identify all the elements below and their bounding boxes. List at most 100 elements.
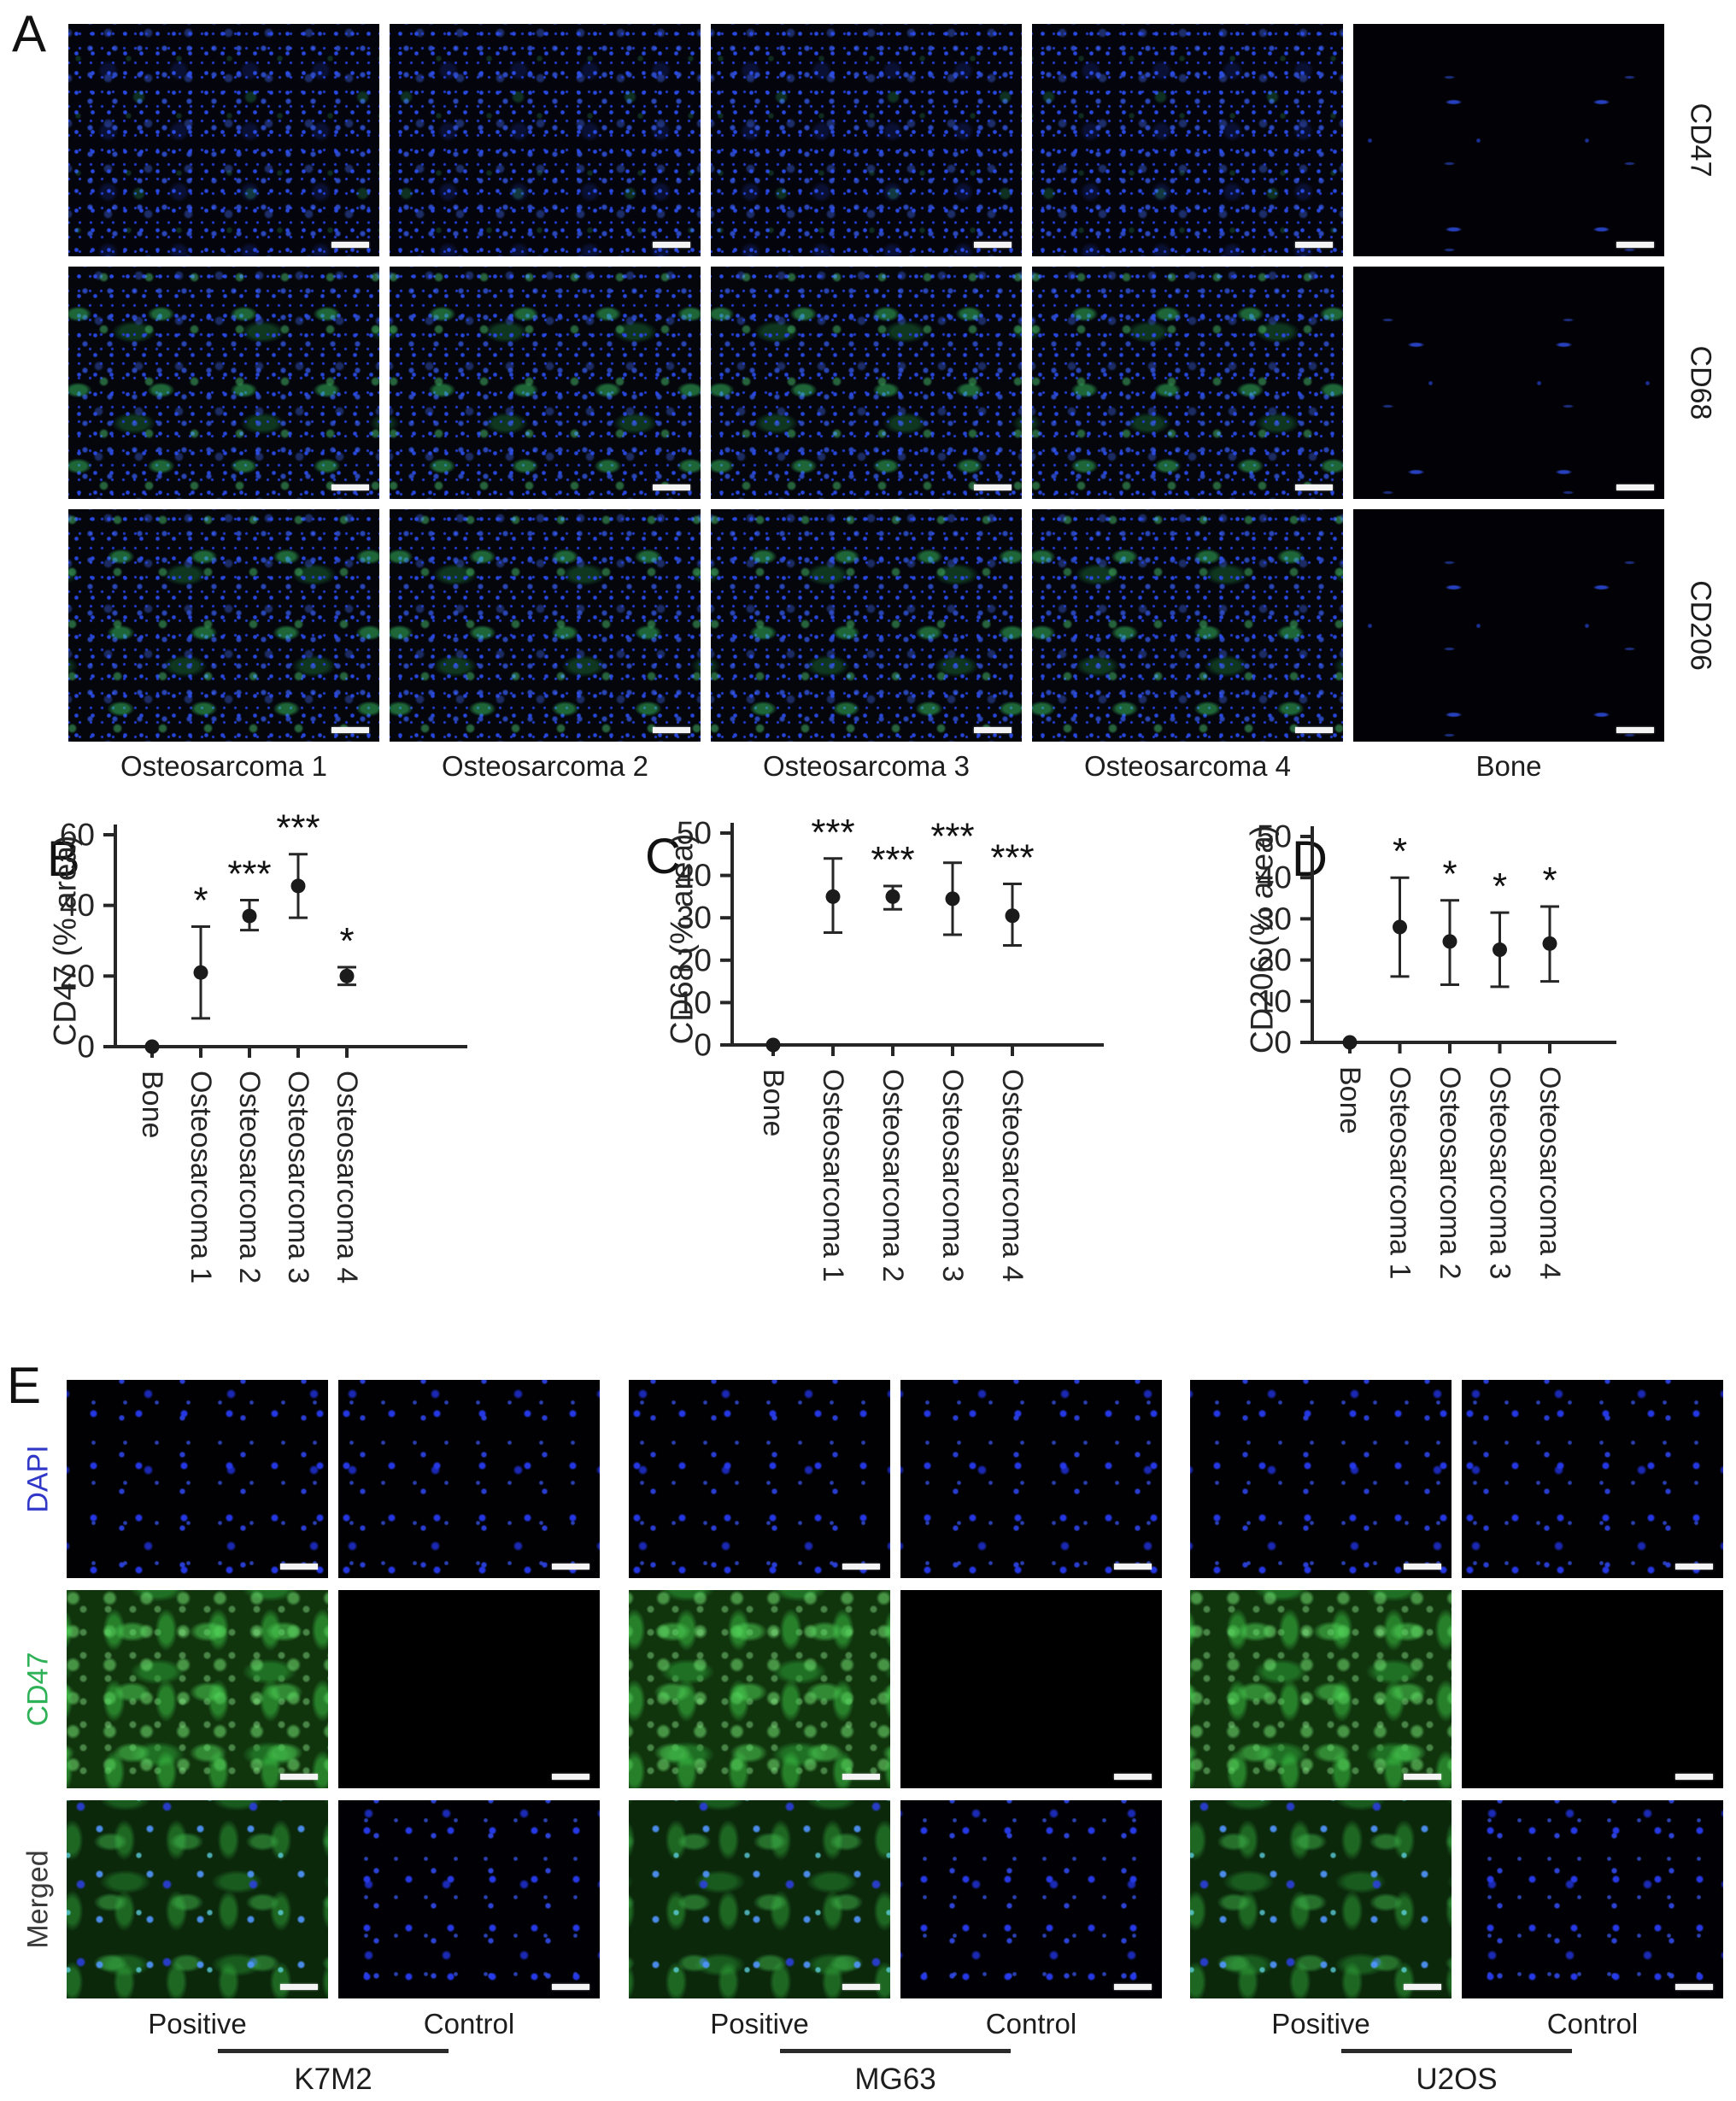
x-category-label: Bone <box>1334 1066 1366 1134</box>
fluorescence-texture <box>390 509 701 742</box>
k7m2-group-line <box>218 2049 449 2053</box>
micrograph-cd47-osteosarcoma-1 <box>68 24 379 256</box>
fluorescence-texture <box>711 509 1022 742</box>
data-point <box>765 1037 781 1053</box>
panel-a-row-label-cd68: CD68 <box>1684 345 1717 420</box>
y-tick-label: 50 <box>677 816 712 851</box>
micrograph-u2os-positive-merged <box>1190 1800 1452 1998</box>
data-point <box>1442 934 1457 949</box>
significance-stars: * <box>1393 830 1407 872</box>
fluorescence-texture <box>68 24 379 256</box>
y-tick-label: 0 <box>1274 1025 1292 1060</box>
panel-e-u2os-positive-label: Positive <box>1271 2008 1370 2039</box>
x-category-label: Osteosarcoma 2 <box>1434 1066 1466 1279</box>
significance-stars: *** <box>990 837 1034 879</box>
micrograph-cd68-osteosarcoma-2 <box>390 267 701 499</box>
significance-stars: * <box>193 879 208 921</box>
y-tick-label: 20 <box>1257 942 1292 977</box>
panel-a-col-label-bone: Bone <box>1475 750 1542 782</box>
fluorescence-texture <box>711 24 1022 256</box>
significance-stars: *** <box>871 839 914 881</box>
fluorescence-texture <box>900 1380 1162 1578</box>
panel-e-letter: E <box>7 1357 42 1414</box>
micrograph-cd206-osteosarcoma-1 <box>68 509 379 742</box>
panel-a-col-label-2: Osteosarcoma 2 <box>441 750 649 782</box>
micrograph-cd206-osteosarcoma-3 <box>711 509 1022 742</box>
panel-e-u2os-control-label: Control <box>1546 2008 1639 2039</box>
fluorescence-texture <box>629 1800 890 1998</box>
fluorescence-texture <box>338 1800 600 1998</box>
significance-stars: * <box>1542 860 1557 901</box>
panel-a-col-label-3: Osteosarcoma 3 <box>762 750 971 782</box>
micrograph-u2os-control-merged <box>1462 1800 1723 1998</box>
fluorescence-texture <box>629 1380 890 1578</box>
fluorescence-texture <box>1462 1800 1723 1998</box>
micrograph-cd68-osteosarcoma-3 <box>711 267 1022 499</box>
x-category-label: Osteosarcoma 3 <box>1484 1066 1516 1279</box>
panel-e-row-label-cd47: CD47 <box>21 1652 55 1727</box>
y-tick-label: 20 <box>677 942 712 977</box>
u2os-group-line <box>1341 2049 1572 2053</box>
panel-e-mg63-positive-label: Positive <box>710 2008 809 2039</box>
fluorescence-texture <box>338 1590 600 1788</box>
micrograph-cd68-bone <box>1353 267 1664 499</box>
micrograph-cd68-osteosarcoma-1 <box>68 267 379 499</box>
y-tick-label: 40 <box>60 888 95 923</box>
micrograph-cd47-osteosarcoma-2 <box>390 24 701 256</box>
micrograph-u2os-control-cd47 <box>1462 1590 1723 1788</box>
fluorescence-texture <box>629 1590 890 1788</box>
x-category-label: Osteosarcoma 4 <box>1534 1066 1566 1279</box>
fluorescence-texture <box>1462 1590 1723 1788</box>
micrograph-cd206-bone <box>1353 509 1664 742</box>
fluorescence-texture <box>390 267 701 499</box>
y-axis-title: CD206 (% area) <box>1245 825 1280 1053</box>
data-point <box>1005 908 1020 924</box>
micrograph-mg63-control-cd47 <box>900 1590 1162 1788</box>
fluorescence-texture <box>67 1800 328 1998</box>
micrograph-cd206-osteosarcoma-4 <box>1032 509 1343 742</box>
x-category-label: Osteosarcoma 3 <box>936 1069 969 1282</box>
y-tick-label: 50 <box>1257 819 1292 854</box>
fluorescence-texture <box>900 1590 1162 1788</box>
data-point <box>885 889 900 904</box>
data-point <box>825 889 841 904</box>
micrograph-u2os-positive-dapi <box>1190 1380 1452 1578</box>
significance-stars: * <box>1442 854 1457 895</box>
panel-c-letter: C <box>645 829 681 884</box>
x-category-label: Bone <box>136 1071 168 1138</box>
fluorescence-texture <box>68 267 379 499</box>
panel-e-cellline-k7m2: K7M2 <box>294 2063 372 2096</box>
x-category-label: Osteosarcoma 4 <box>996 1069 1029 1282</box>
significance-stars: *** <box>811 812 854 854</box>
fluorescence-texture <box>68 509 379 742</box>
panel-a-col-label-1: Osteosarcoma 1 <box>120 750 328 782</box>
panel-a-row-label-cd206: CD206 <box>1684 580 1717 671</box>
fluorescence-texture <box>1032 24 1343 256</box>
fluorescence-texture <box>67 1380 328 1578</box>
micrograph-k7m2-positive-cd47 <box>67 1590 328 1788</box>
micrograph-cd47-osteosarcoma-3 <box>711 24 1022 256</box>
y-tick-label: 0 <box>694 1028 712 1063</box>
data-point <box>1342 1035 1358 1050</box>
fluorescence-texture <box>1032 509 1343 742</box>
significance-stars: *** <box>930 816 974 858</box>
micrograph-cd47-bone <box>1353 24 1664 256</box>
y-axis-title: CD68 (% area) <box>665 834 700 1045</box>
micrograph-mg63-control-merged <box>900 1800 1162 1998</box>
panel-b-letter: B <box>47 831 80 887</box>
y-tick-label: 0 <box>77 1030 95 1065</box>
y-axis-title: CD47 (% area) <box>48 836 83 1047</box>
mg63-group-line <box>780 2049 1011 2053</box>
micrograph-k7m2-control-cd47 <box>338 1590 600 1788</box>
data-point <box>339 968 355 983</box>
data-point <box>144 1039 160 1054</box>
panel-e-row-label-dapi: DAPI <box>21 1445 55 1513</box>
panel-e-cellline-mg63: MG63 <box>854 2063 936 2096</box>
micrograph-k7m2-control-dapi <box>338 1380 600 1578</box>
data-point <box>1393 919 1407 935</box>
micrograph-k7m2-control-merged <box>338 1800 600 1998</box>
